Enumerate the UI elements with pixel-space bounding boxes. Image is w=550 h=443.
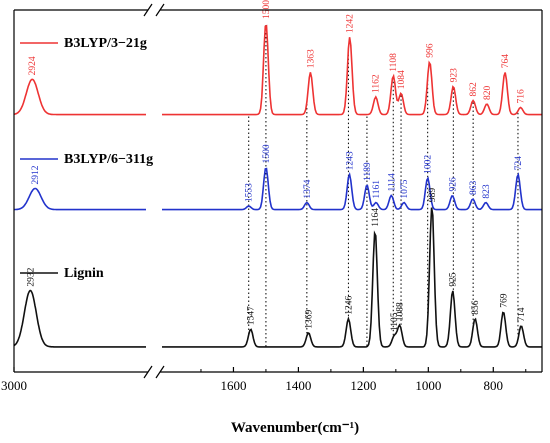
peak-label-2-11: 714 (517, 307, 527, 322)
x-tick-label-2: 1400 (285, 378, 311, 393)
peak-label-1-12: 823 (482, 184, 492, 199)
peak-label-0-10: 820 (483, 86, 493, 101)
peak-label-1-7: 1114 (387, 173, 397, 192)
peak-label-2-1: 1547 (247, 306, 257, 325)
peak-label-0-11: 764 (501, 54, 511, 69)
series-line-1-seg-1 (162, 167, 542, 211)
peak-label-0-7: 996 (426, 43, 436, 58)
peak-label-1-9: 1002 (424, 155, 434, 174)
x-tick-label-3: 1200 (350, 378, 376, 393)
legend: B3LYP/3−21g B3LYP/6−311g Lignin (20, 36, 153, 281)
peak-label-0-9: 862 (469, 82, 479, 97)
x-tick-label-4: 1000 (415, 378, 441, 393)
peak-label-1-13: 724 (514, 156, 524, 171)
peak-label-2-8: 925 (449, 272, 459, 287)
peak-label-1-5: 1189 (363, 162, 373, 181)
peak-label-0-12: 716 (517, 89, 527, 104)
peak-label-1-4: 1243 (345, 151, 355, 170)
legend-label-1: B3LYP/6−311g (64, 152, 153, 167)
peak-label-1-2: 1500 (262, 144, 272, 163)
peak-label-2-6: 1088 (396, 302, 406, 321)
peak-label-2-7: 989 (428, 188, 438, 203)
peak-label-0-0: 2924 (28, 56, 38, 75)
x-axis: 3000 1600 1400 1200 1000 800 (1, 3, 543, 393)
peak-label-2-3: 1246 (344, 295, 354, 314)
peak-label-1-11: 863 (469, 181, 479, 196)
series-line-2-seg-1 (162, 207, 542, 348)
x-tick-label-0: 3000 (1, 378, 27, 393)
break-mark-0-a (143, 3, 153, 17)
x-tick-label-5: 800 (484, 378, 504, 393)
peak-label-1-1: 1553 (245, 183, 255, 202)
peak-label-1-0: 2912 (31, 165, 41, 184)
legend-label-2: Lignin (64, 266, 104, 281)
peak-label-1-10: 926 (448, 177, 458, 192)
peak-label-1-8: 1075 (400, 179, 410, 198)
peak-label-0-6: 1084 (397, 70, 407, 89)
series-line-0-seg-0 (14, 78, 146, 116)
peak-label-2-10: 769 (499, 293, 509, 308)
break-mark-1-a (143, 365, 153, 379)
peak-label-0-5: 1108 (389, 53, 399, 72)
peak-label-1-6: 1161 (372, 180, 382, 199)
peak-label-0-2: 1363 (306, 49, 316, 68)
x-axis-title: Wavenumber(cm⁻¹) (231, 420, 359, 436)
peak-label-2-4: 1164 (371, 208, 381, 227)
peak-label-2-0: 2932 (26, 267, 36, 286)
guide-lines (248, 25, 519, 347)
series-line-0-seg-1 (162, 24, 542, 116)
peak-label-0-3: 1242 (346, 14, 356, 33)
peak-label-0-4: 1162 (372, 74, 382, 93)
series-line-1-seg-0 (14, 187, 146, 211)
legend-label-0: B3LYP/3−21g (64, 36, 147, 51)
x-tick-label-1: 1600 (220, 378, 246, 393)
peak-label-2-9: 856 (471, 300, 481, 315)
series-line-2-seg-0 (13, 289, 146, 348)
peak-label-0-8: 923 (449, 68, 459, 83)
peak-label-2-5: 1105 (390, 312, 400, 331)
peak-label-2-2: 1369 (305, 310, 315, 329)
peak-label-1-3: 1374 (303, 179, 313, 198)
break-mark-1-b (155, 365, 165, 379)
break-mark-0-b (155, 3, 165, 17)
series-lines (13, 24, 542, 348)
